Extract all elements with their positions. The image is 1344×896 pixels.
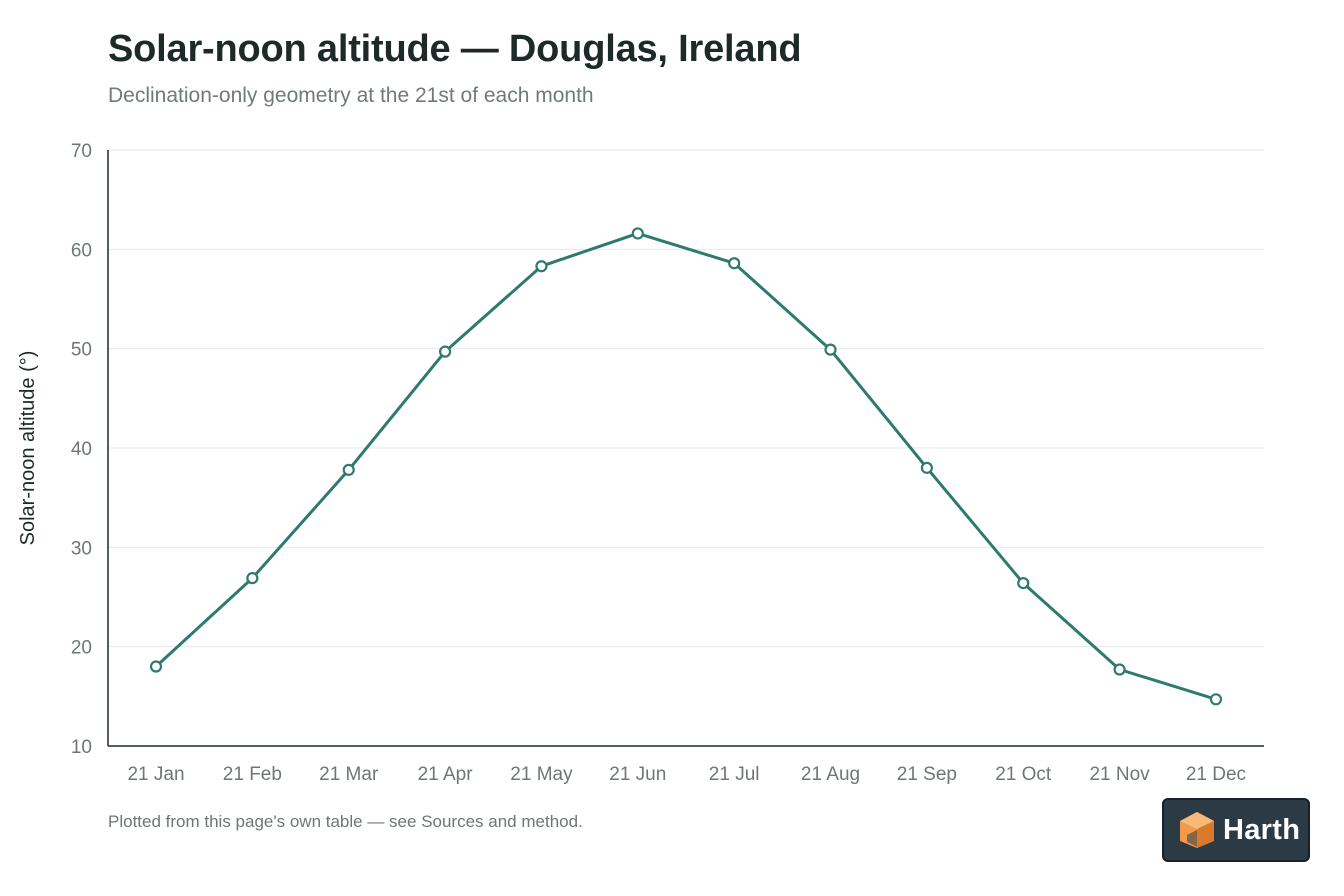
y-tick-label: 20 — [71, 638, 92, 659]
brand-name: Harth — [1223, 813, 1301, 846]
x-tick-label: 21 Oct — [995, 764, 1052, 785]
brand-badge[interactable]: Harth — [1162, 798, 1310, 862]
data-point — [535, 260, 548, 273]
series-line — [154, 231, 1218, 701]
data-point — [246, 572, 259, 585]
source-footnote: Plotted from this page's own table — see… — [108, 812, 583, 831]
x-tick-label: 21 May — [510, 764, 573, 785]
data-point — [149, 660, 163, 673]
x-tick-label: 21 Sep — [897, 764, 957, 785]
x-tick-label: 21 Dec — [1186, 764, 1246, 785]
data-point — [438, 345, 452, 358]
data-point — [631, 227, 644, 240]
harth-logo-icon — [1180, 812, 1214, 848]
x-tick-label: 21 Feb — [223, 764, 282, 785]
x-tick-label: 21 Jun — [609, 764, 666, 785]
y-tick-label: 40 — [71, 439, 92, 460]
y-tick-label: 30 — [71, 538, 92, 559]
data-point — [728, 257, 741, 270]
x-tick-label: 21 Jul — [709, 764, 760, 785]
x-tick-label: 21 Jan — [127, 764, 184, 785]
y-axis-label: Solar-noon altitude (°) — [17, 351, 39, 546]
x-tick-label: 21 Aug — [801, 764, 860, 785]
data-point — [342, 463, 355, 476]
x-tick-label: 21 Mar — [319, 764, 379, 785]
x-tick-label: 21 Apr — [418, 764, 474, 785]
y-tick-label: 70 — [71, 141, 92, 162]
x-tick-label: 21 Nov — [1089, 764, 1150, 785]
data-point — [824, 343, 837, 356]
y-tick-label: 10 — [71, 737, 92, 758]
page-subtitle: Declination-only geometry at the 21st of… — [108, 84, 594, 107]
data-point — [1209, 693, 1223, 706]
data-point — [1017, 576, 1030, 590]
y-tick-label: 50 — [71, 340, 92, 361]
page-title: Solar-noon altitude — Douglas, Ireland — [108, 28, 802, 70]
data-point — [920, 461, 933, 474]
data-point — [1113, 663, 1126, 676]
y-tick-label: 60 — [71, 240, 92, 261]
